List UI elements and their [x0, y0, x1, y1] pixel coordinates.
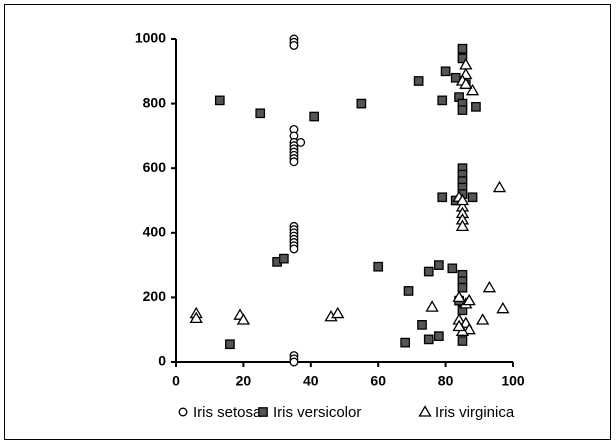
x-tick-label: 80 — [438, 373, 454, 389]
point — [425, 300, 439, 312]
point — [214, 95, 225, 106]
point — [434, 260, 444, 270]
point — [452, 319, 466, 332]
point — [457, 282, 468, 293]
y-tick-label: 0 — [158, 353, 166, 369]
x-tick-label: 40 — [303, 373, 319, 389]
legend-marker — [258, 407, 268, 417]
point — [476, 313, 490, 325]
point — [403, 286, 414, 296]
x-tick-label: 0 — [172, 373, 180, 389]
point — [289, 357, 299, 367]
point — [482, 280, 497, 293]
point — [400, 337, 411, 348]
point — [437, 192, 448, 203]
point — [434, 331, 444, 342]
point — [457, 336, 468, 346]
y-tick-label: 600 — [143, 159, 167, 175]
y-tick-label: 1000 — [135, 30, 166, 46]
point — [459, 77, 473, 89]
point — [447, 263, 458, 274]
point — [450, 72, 461, 83]
point — [452, 290, 466, 303]
legend-text: Iris virginica — [435, 404, 515, 421]
legend-marker — [178, 407, 188, 417]
y-tick-label: 800 — [143, 94, 167, 110]
point — [462, 322, 476, 335]
point — [356, 98, 367, 109]
point — [423, 334, 434, 345]
point — [289, 41, 299, 50]
point — [278, 253, 289, 264]
point — [236, 313, 251, 325]
point — [496, 301, 510, 314]
point — [289, 157, 299, 167]
point — [417, 320, 427, 330]
point — [467, 192, 478, 203]
point — [457, 53, 468, 64]
point — [437, 95, 448, 106]
point — [331, 306, 345, 319]
x-tick-label: 20 — [236, 373, 252, 389]
point — [289, 244, 299, 254]
point — [225, 339, 235, 350]
point — [471, 101, 481, 112]
point — [423, 266, 434, 277]
point — [373, 261, 384, 272]
point — [440, 66, 451, 77]
point — [457, 105, 468, 115]
point — [413, 76, 424, 86]
point — [492, 180, 507, 193]
point — [457, 43, 468, 54]
legend-text: Iris versicolor — [273, 404, 361, 421]
point — [296, 137, 306, 147]
point — [455, 193, 470, 206]
point — [309, 111, 320, 122]
x-tick-label: 100 — [501, 373, 525, 389]
legend-text: Iris setosa — [193, 404, 262, 421]
y-tick-label: 400 — [143, 224, 167, 240]
x-tick-label: 60 — [370, 373, 386, 389]
frame — [4, 4, 611, 440]
point — [189, 311, 203, 324]
point — [255, 108, 266, 119]
legend-marker — [418, 405, 432, 417]
y-tick-label: 200 — [143, 288, 167, 304]
point — [455, 219, 470, 231]
point — [462, 293, 476, 306]
point — [465, 83, 480, 96]
